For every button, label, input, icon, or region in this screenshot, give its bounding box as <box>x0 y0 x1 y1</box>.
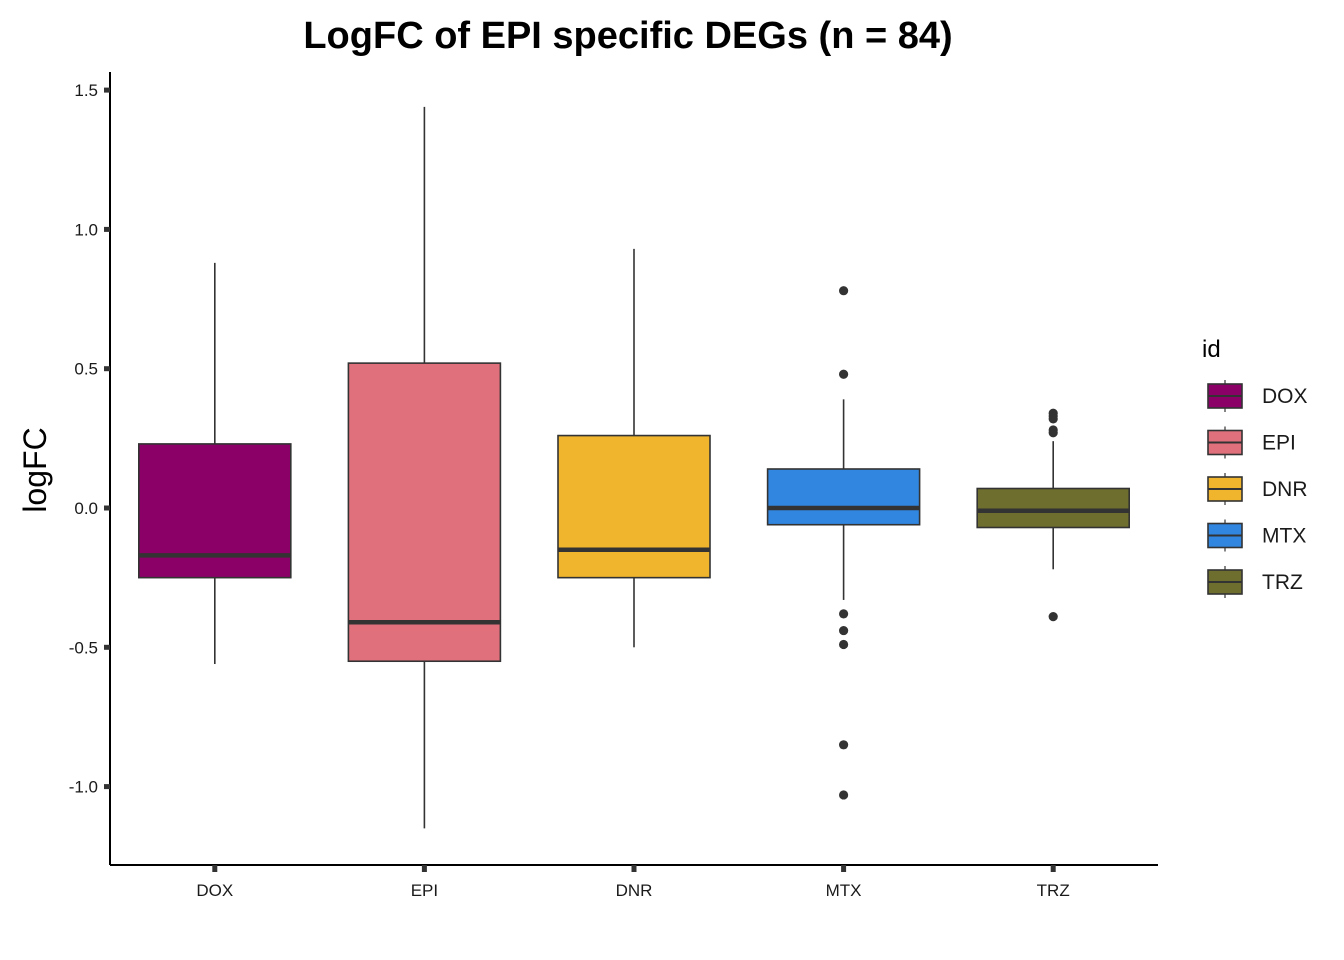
outlier-point <box>839 740 849 750</box>
y-axis-title: logFC <box>17 427 53 512</box>
outlier-point <box>839 625 849 636</box>
box-epi <box>347 106 502 829</box>
box-dnr <box>557 248 711 648</box>
legend-item-dnr: DNR <box>1207 473 1308 505</box>
legend-item-dox: DOX <box>1207 380 1308 412</box>
y-tick-label: -0.5 <box>69 638 98 657</box>
x-tick-label: MTX <box>826 881 862 900</box>
chart-title: LogFC of EPI specific DEGs (n = 84) <box>303 15 952 57</box>
legend-label: TRZ <box>1262 571 1303 594</box>
outlier-point <box>1048 612 1058 622</box>
legend-item-trz: TRZ <box>1207 566 1303 598</box>
y-tick-label: -1.0 <box>69 778 98 797</box>
x-tick-label: DNR <box>616 881 653 900</box>
outlier-point <box>839 790 849 800</box>
iqr-box <box>766 468 921 526</box>
outlier-point <box>1048 428 1058 438</box>
x-tick-label: TRZ <box>1037 881 1070 900</box>
legend-item-epi: EPI <box>1207 426 1296 459</box>
y-tick-label: 0.0 <box>74 499 98 518</box>
box-mtx <box>766 286 921 800</box>
x-tick-label: EPI <box>411 881 438 900</box>
y-tick-label: 1.5 <box>74 81 98 100</box>
box-trz <box>976 408 1131 622</box>
legend-item-mtx: MTX <box>1207 519 1306 552</box>
legend-label: DOX <box>1262 385 1308 408</box>
legend: id DOX EPI DNR MTX TRZ <box>1202 336 1308 598</box>
outlier-point <box>839 369 849 379</box>
legend-label: DNR <box>1262 478 1308 501</box>
outlier-point <box>1048 414 1058 424</box>
iqr-box <box>557 434 711 579</box>
iqr-box <box>347 362 502 663</box>
outlier-point <box>839 639 849 650</box>
legend-label: EPI <box>1262 432 1296 455</box>
outlier-point <box>839 609 849 619</box>
y-tick-label: 1.0 <box>74 220 98 239</box>
legend-label: MTX <box>1262 525 1306 548</box>
y-tick-label: 0.5 <box>74 360 98 379</box>
plot-area: 1.5 1.0 0.5 0.0 -0.5 -1.0 DOX EPI DNR MTX TRZ <box>69 72 1158 900</box>
outlier-point <box>839 286 849 296</box>
box-dox <box>138 262 292 665</box>
legend-title: id <box>1202 336 1221 363</box>
iqr-box <box>976 487 1131 529</box>
x-tick-label: DOX <box>196 881 233 900</box>
